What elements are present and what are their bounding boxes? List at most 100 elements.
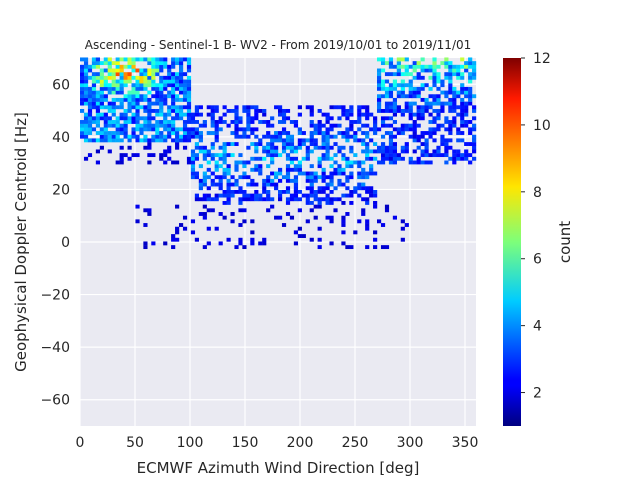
heatmap-cell	[218, 182, 223, 187]
heatmap-cell	[135, 219, 140, 224]
heatmap-cell	[163, 61, 168, 66]
heatmap-cell	[285, 178, 291, 183]
heatmap-cell	[392, 127, 397, 132]
heatmap-cell	[278, 134, 283, 139]
heatmap-cell	[392, 101, 397, 106]
heatmap-cell	[95, 57, 100, 62]
heatmap-cell	[190, 164, 196, 169]
heatmap-cell	[83, 120, 89, 124]
heatmap-cell	[349, 200, 354, 205]
heatmap-cell	[107, 57, 112, 62]
heatmap-cell	[246, 108, 251, 113]
heatmap-cell	[119, 138, 124, 143]
heatmap-cell	[317, 145, 322, 150]
heatmap-cell	[365, 171, 370, 176]
heatmap-cell	[242, 164, 247, 169]
heatmap-cell	[321, 167, 326, 172]
heatmap-cell	[309, 105, 314, 110]
heatmap-cell	[444, 90, 449, 95]
heatmap-cell	[444, 75, 449, 80]
heatmap-cell	[293, 156, 298, 161]
heatmap-cell	[317, 156, 322, 161]
heatmap-cell	[135, 108, 140, 113]
heatmap-cell	[254, 116, 259, 121]
heatmap-cell	[281, 120, 287, 124]
heatmap-cell	[190, 131, 196, 135]
heatmap-cell	[349, 127, 354, 132]
heatmap-cell	[103, 116, 108, 121]
heatmap-cell	[155, 108, 160, 113]
heatmap-cell	[293, 186, 298, 191]
heatmap-cell	[179, 223, 184, 227]
heatmap-cell	[254, 134, 259, 139]
heatmap-cell	[468, 127, 473, 132]
heatmap-cell	[175, 230, 180, 235]
heatmap-cell	[380, 123, 386, 128]
heatmap-cell	[222, 105, 227, 110]
heatmap-cell	[111, 86, 116, 91]
heatmap-cell	[321, 197, 326, 202]
heatmap-cell	[222, 145, 227, 150]
heatmap-cell	[333, 153, 338, 158]
heatmap-cell	[424, 149, 429, 154]
heatmap-cell	[139, 57, 144, 62]
heatmap-cell	[151, 138, 156, 143]
heatmap-cell	[420, 105, 425, 110]
heatmap-cell	[238, 127, 243, 132]
heatmap-cell	[357, 175, 362, 180]
heatmap-cell	[365, 189, 370, 194]
heatmap-cell	[274, 138, 279, 143]
heatmap-cell	[436, 145, 441, 150]
heatmap-cell	[345, 193, 350, 198]
heatmap-cell	[99, 68, 104, 73]
heatmap-cell	[139, 97, 144, 102]
heatmap-cell	[472, 149, 477, 154]
heatmap-cell	[119, 64, 124, 69]
heatmap-cell	[357, 108, 362, 113]
heatmap-cell	[123, 153, 128, 158]
heatmap-cell	[175, 226, 180, 231]
heatmap-cell	[452, 94, 457, 99]
heatmap-cell	[135, 112, 140, 117]
heatmap-cell	[408, 101, 413, 106]
heatmap-cell	[234, 108, 239, 113]
heatmap-cell	[198, 112, 203, 117]
heatmap-cell	[293, 230, 298, 235]
heatmap-cell	[452, 116, 457, 121]
heatmap-cell	[400, 219, 405, 224]
heatmap-cell	[384, 61, 390, 66]
heatmap-cell	[341, 108, 346, 113]
heatmap-cell	[135, 123, 140, 128]
heatmap-cell	[377, 108, 382, 113]
heatmap-cell	[266, 208, 271, 213]
heatmap-cell	[163, 112, 168, 117]
heatmap-cell	[373, 189, 378, 194]
heatmap-cell	[452, 123, 457, 128]
heatmap-cell	[270, 182, 275, 187]
heatmap-cell	[234, 182, 239, 187]
heatmap-cell	[135, 57, 140, 62]
heatmap-cell	[214, 134, 219, 139]
heatmap-cell	[270, 197, 275, 202]
heatmap-cell	[159, 120, 164, 124]
heatmap-cell	[309, 193, 314, 198]
heatmap-cell	[309, 134, 314, 139]
heatmap-cell	[103, 83, 108, 88]
heatmap-cell	[305, 193, 310, 198]
heatmap-cell	[404, 149, 409, 154]
heatmap-cell	[171, 108, 176, 113]
heatmap-cell	[321, 142, 326, 146]
heatmap-cell	[83, 127, 89, 132]
heatmap-cell	[404, 72, 409, 77]
heatmap-cell	[238, 223, 243, 227]
heatmap-cell	[432, 64, 437, 69]
heatmap-cell	[155, 83, 160, 88]
heatmap-cell	[325, 182, 330, 187]
heatmap-cell	[337, 131, 342, 135]
heatmap-cell	[341, 223, 346, 227]
heatmap-cell	[456, 112, 461, 117]
heatmap-cell	[428, 153, 433, 158]
heatmap-cell	[198, 212, 203, 216]
heatmap-cell	[345, 116, 350, 121]
